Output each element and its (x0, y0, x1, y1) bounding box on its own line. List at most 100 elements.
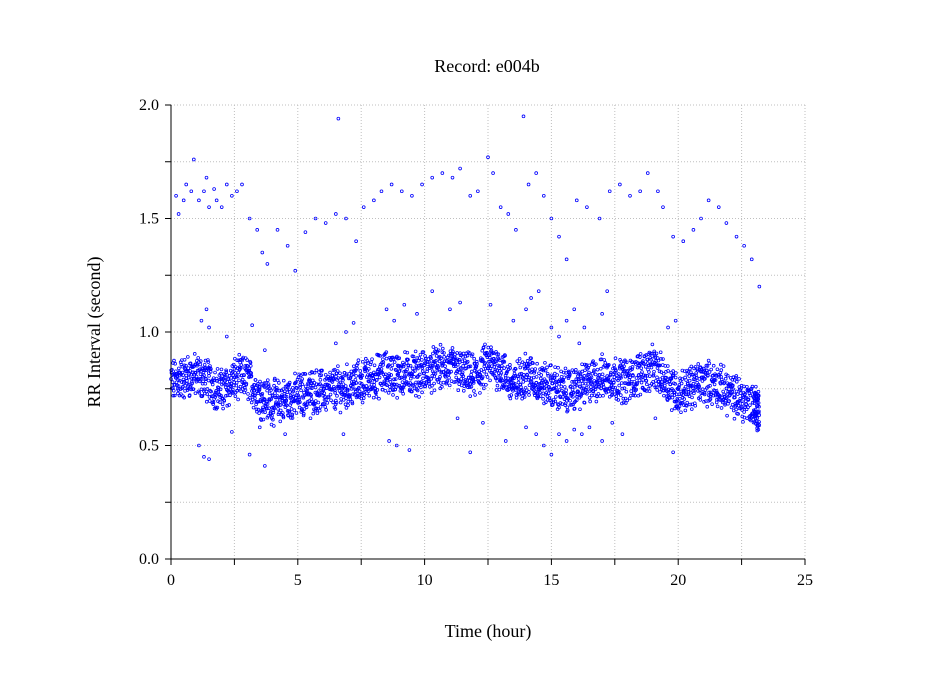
data-point (200, 394, 205, 398)
data-point (587, 363, 592, 368)
data-point (516, 380, 521, 385)
data-point (651, 383, 656, 387)
data-point (393, 387, 398, 392)
data-point (757, 284, 762, 289)
data-point (316, 406, 320, 411)
y-axis-ticks: 0.0 0.5 1.0 1.5 2.0 (139, 97, 171, 568)
data-point (218, 400, 222, 404)
y-tick-label: 1.5 (139, 211, 159, 228)
data-point (390, 363, 395, 368)
data-point (521, 376, 525, 380)
data-point (516, 377, 521, 381)
data-point (630, 367, 634, 371)
data-point (699, 369, 704, 374)
data-point (259, 418, 264, 422)
data-point (190, 381, 195, 386)
data-point (349, 369, 354, 374)
data-point (420, 182, 424, 187)
data-point (195, 363, 199, 368)
data-point (352, 392, 357, 397)
data-point (545, 371, 550, 376)
data-point (635, 381, 639, 385)
data-point (536, 289, 541, 293)
data-point (254, 385, 258, 390)
data-point (219, 377, 224, 382)
data-point (172, 358, 176, 363)
data-point (568, 398, 572, 403)
data-point (443, 364, 447, 369)
data-point (207, 399, 212, 403)
data-point (314, 382, 319, 387)
data-point (725, 373, 730, 378)
data-point (252, 388, 257, 393)
data-point (198, 376, 202, 381)
data-point (638, 392, 643, 397)
data-point (198, 359, 203, 363)
data-point (657, 369, 662, 374)
data-point (389, 367, 394, 371)
data-point (353, 377, 358, 382)
data-point (703, 376, 707, 381)
data-point (648, 374, 652, 378)
data-point (429, 391, 434, 395)
data-point (197, 390, 202, 395)
data-point (287, 409, 291, 413)
data-point (727, 399, 731, 403)
data-point (748, 393, 753, 398)
data-point (377, 396, 381, 401)
data-point (671, 373, 676, 378)
data-point (495, 375, 500, 379)
data-point (341, 432, 346, 436)
data-point (471, 381, 476, 385)
data-point (598, 394, 602, 398)
data-point (434, 359, 438, 363)
data-point (456, 388, 461, 393)
data-point (597, 216, 602, 221)
data-point (697, 388, 702, 392)
data-point (447, 375, 451, 380)
data-point (242, 373, 246, 378)
data-point (666, 387, 671, 392)
data-point (651, 362, 655, 367)
data-point (494, 350, 498, 354)
data-point (211, 402, 215, 406)
data-point (661, 205, 665, 209)
data-point (377, 375, 382, 380)
data-point (430, 289, 435, 293)
data-point (724, 386, 729, 391)
data-point (481, 345, 486, 350)
data-point (212, 187, 216, 191)
data-point (732, 416, 737, 421)
data-point (246, 392, 250, 396)
data-point (620, 432, 625, 436)
data-point (272, 406, 277, 411)
data-point (734, 379, 739, 384)
data-point (627, 372, 631, 376)
data-point (356, 358, 361, 363)
data-point (494, 388, 499, 392)
data-point (189, 387, 194, 392)
data-point (627, 396, 632, 401)
data-point (287, 380, 292, 385)
data-point (723, 398, 728, 403)
data-point (421, 350, 426, 354)
data-point (682, 369, 687, 373)
data-point (561, 380, 566, 384)
data-point (619, 381, 624, 385)
data-point (267, 406, 271, 411)
data-point (557, 432, 561, 436)
data-point (582, 377, 586, 382)
data-point (408, 376, 413, 381)
data-point (673, 375, 678, 380)
data-point (432, 381, 436, 386)
data-point (440, 171, 445, 175)
data-point (521, 380, 526, 384)
data-point (734, 376, 738, 380)
data-point (511, 318, 516, 323)
data-point (414, 380, 418, 385)
data-point (473, 377, 478, 382)
data-point (666, 364, 670, 368)
data-point (410, 389, 414, 394)
data-point (397, 369, 402, 373)
data-point (219, 393, 223, 398)
